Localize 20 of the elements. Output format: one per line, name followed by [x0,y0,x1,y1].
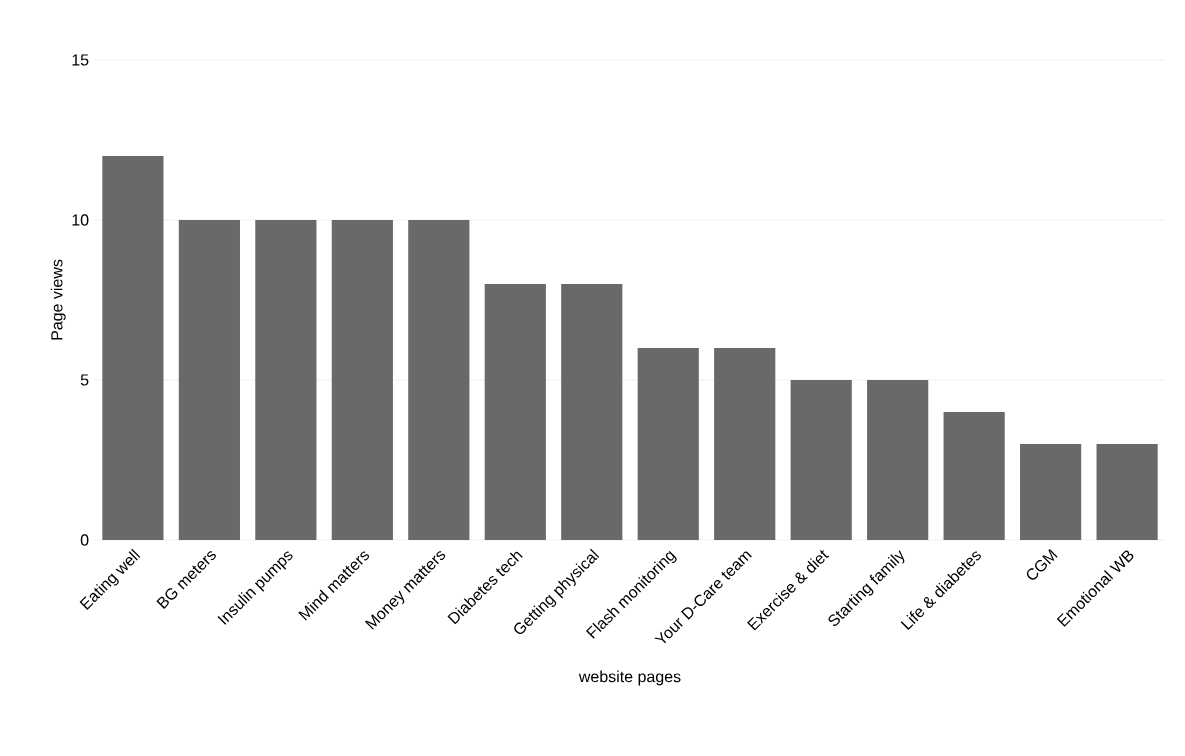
bar [943,411,1005,540]
bar [484,283,546,540]
bar [637,347,699,540]
bar [714,347,776,540]
y-tick-label: 10 [72,214,89,226]
y-tick-label: 15 [72,54,89,66]
y-axis-title: Page views [50,259,66,340]
bar [408,219,470,540]
bar [178,219,240,540]
bar [1096,443,1158,540]
bar [331,219,393,540]
x-axis-title: website pages [578,670,681,686]
bar [1020,443,1082,540]
y-tick-label: 0 [80,534,89,546]
bar [561,283,623,540]
bar [867,379,929,540]
bar [102,155,164,540]
y-tick-label: 5 [80,374,89,386]
bar [790,379,852,540]
bar [255,219,317,540]
